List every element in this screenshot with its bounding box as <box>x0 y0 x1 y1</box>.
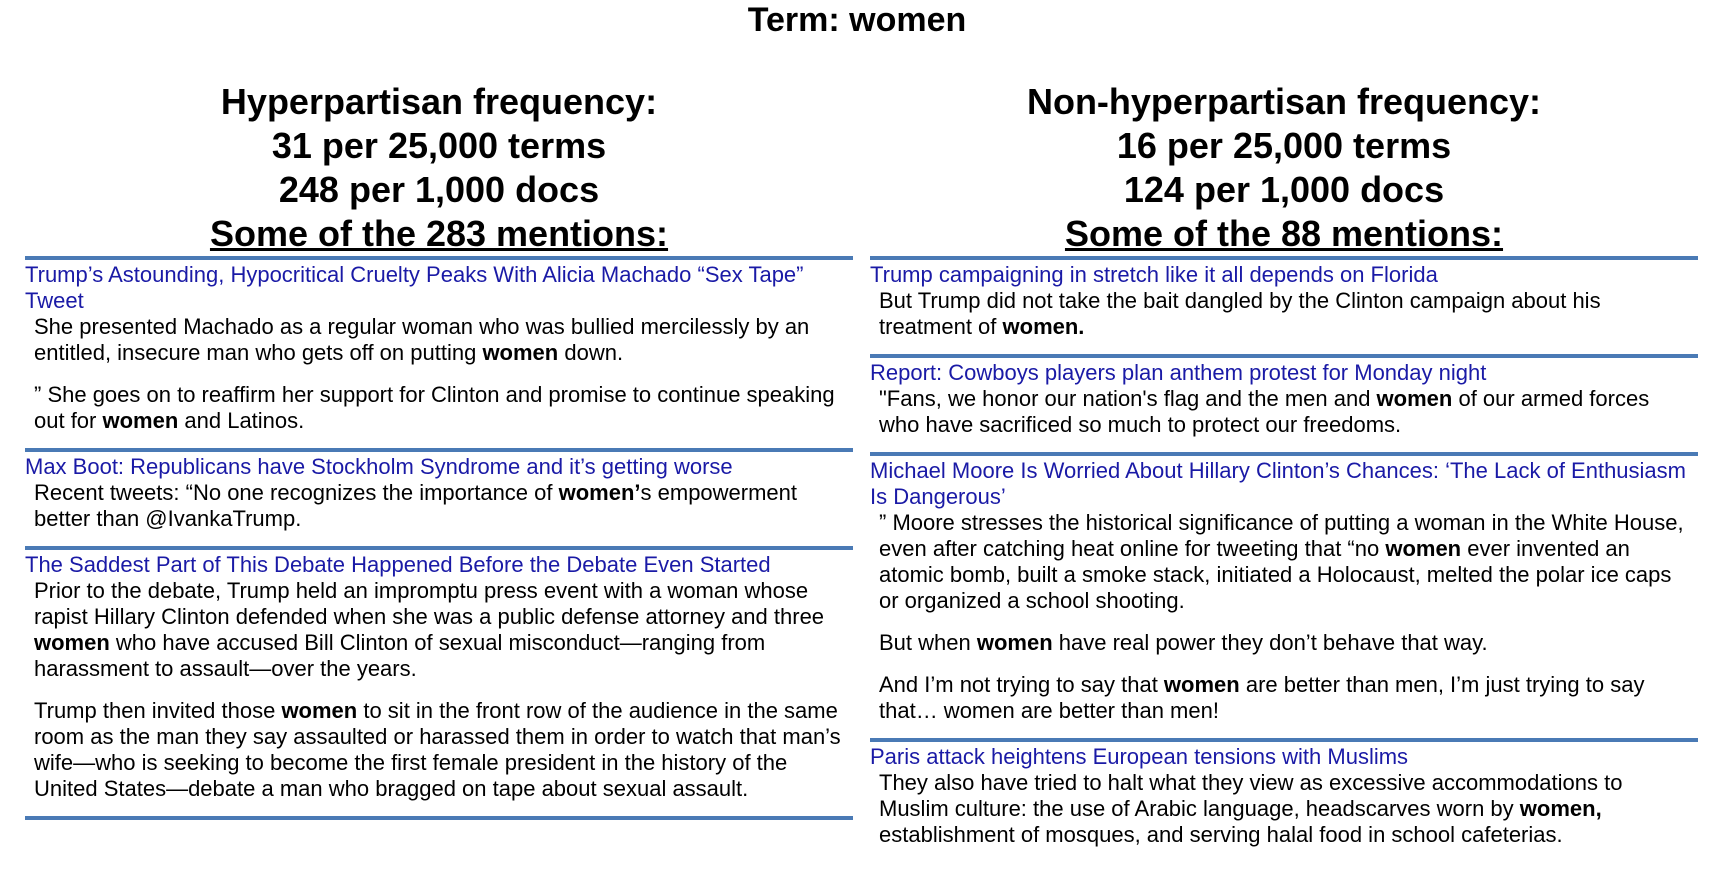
article-item: Paris attack heightens European tensions… <box>870 738 1698 848</box>
hyperpartisan-heading: Hyperpartisan frequency: <box>220 81 658 122</box>
snippet-text: She presented Machado as a regular woman… <box>34 314 810 365</box>
article-snippet: Prior to the debate, Trump held an impro… <box>25 578 853 682</box>
article-title-link[interactable]: Paris attack heightens European tensions… <box>870 744 1409 769</box>
article-snippet: She presented Machado as a regular woman… <box>25 314 853 366</box>
hyperpartisan-per-docs: 248 per 1,000 docs <box>278 169 600 210</box>
article-title-link[interactable]: The Saddest Part of This Debate Happened… <box>25 552 771 577</box>
article-title-link[interactable]: Michael Moore Is Worried About Hillary C… <box>870 458 1686 509</box>
snippet-text: And I’m not trying to say that <box>879 672 1164 697</box>
non-hyperpartisan-heading: Non-hyperpartisan frequency: <box>1026 81 1542 122</box>
snippet-term-highlight: women’ <box>558 480 641 505</box>
article-snippet: ” Moore stresses the historical signific… <box>870 510 1698 614</box>
article-item: Trump campaigning in stretch like it all… <box>870 256 1698 340</box>
snippet-text: But when <box>879 630 977 655</box>
snippet-text: Prior to the debate, Trump held an impro… <box>34 578 825 629</box>
article-divider <box>25 256 853 260</box>
non-hyperpartisan-per-docs: 124 per 1,000 docs <box>1123 169 1445 210</box>
article-divider <box>870 738 1698 742</box>
snippet-term-highlight: women <box>34 630 110 655</box>
snippet-text: ever invented an atomic bomb, built a sm… <box>879 536 1672 613</box>
snippet-text: are better than men, I’m just trying to … <box>879 672 1645 723</box>
article-snippet: Recent tweets: “No one recognizes the im… <box>25 480 853 532</box>
snippet-term-highlight: women <box>1385 536 1462 561</box>
snippet-text: establishment of mosques, and serving ha… <box>879 822 1563 847</box>
article-snippet: ” She goes on to reaffirm her support fo… <box>25 382 853 434</box>
snippet-term-highlight: women <box>482 340 559 365</box>
hyperpartisan-per-terms: 31 per 25,000 terms <box>271 125 607 166</box>
article-snippet: They also have tried to halt what they v… <box>870 770 1698 848</box>
snippet-text: But Trump did not take the bait dangled … <box>879 288 1601 339</box>
article-snippet: And I’m not trying to say that women are… <box>870 672 1698 724</box>
snippet-term-highlight: women <box>1376 386 1453 411</box>
article-divider <box>25 816 853 820</box>
hyperpartisan-mentions: Some of the 283 mentions: <box>209 213 669 254</box>
article-title-link[interactable]: Trump’s Astounding, Hypocritical Cruelty… <box>25 262 804 313</box>
article-item: Michael Moore Is Worried About Hillary C… <box>870 452 1698 724</box>
snippet-text: of our armed forces who have sacrificed … <box>879 386 1650 437</box>
snippet-text: Recent tweets: “No one recognizes the im… <box>34 480 559 505</box>
snippet-text: "Fans, we honor our nation's flag and th… <box>879 386 1377 411</box>
snippet-text: ” Moore stresses the historical signific… <box>879 510 1684 561</box>
snippet-text: who have accused Bill Clinton of sexual … <box>34 630 766 681</box>
non-hyperpartisan-column: Non-hyperpartisan frequency: 16 per 25,0… <box>870 80 1698 862</box>
article-item: Report: Cowboys players plan anthem prot… <box>870 354 1698 438</box>
snippet-term-highlight: women <box>1163 672 1240 697</box>
snippet-term-highlight: women <box>976 630 1053 655</box>
article-title-link[interactable]: Max Boot: Republicans have Stockholm Syn… <box>25 454 733 479</box>
article-title-link[interactable]: Trump campaigning in stretch like it all… <box>870 262 1438 287</box>
article-snippet: Trump then invited those women to sit in… <box>25 698 853 802</box>
article-divider <box>870 354 1698 358</box>
non-hyperpartisan-mentions: Some of the 88 mentions: <box>1064 213 1504 254</box>
snippet-term-highlight: women, <box>1519 796 1602 821</box>
article-item: Max Boot: Republicans have Stockholm Syn… <box>25 448 853 532</box>
article-item: The Saddest Part of This Debate Happened… <box>25 546 853 802</box>
snippet-text: and Latinos. <box>178 408 305 433</box>
hyperpartisan-column: Hyperpartisan frequency: 31 per 25,000 t… <box>25 80 853 820</box>
snippet-term-highlight: women. <box>1002 314 1085 339</box>
non-hyperpartisan-stats: Non-hyperpartisan frequency: 16 per 25,0… <box>870 80 1698 256</box>
term-title: Term: women <box>747 1 967 39</box>
snippet-text: They also have tried to halt what they v… <box>879 770 1623 821</box>
article-divider <box>25 448 853 452</box>
article-snippet: But when women have real power they don’… <box>870 630 1698 656</box>
hyperpartisan-stats: Hyperpartisan frequency: 31 per 25,000 t… <box>25 80 853 256</box>
article-snippet: But Trump did not take the bait dangled … <box>870 288 1698 340</box>
snippet-text: have real power they don’t behave that w… <box>1052 630 1488 655</box>
non-hyperpartisan-articles: Trump campaigning in stretch like it all… <box>870 256 1698 848</box>
article-snippet: "Fans, we honor our nation's flag and th… <box>870 386 1698 438</box>
article-title-link[interactable]: Report: Cowboys players plan anthem prot… <box>870 360 1487 385</box>
snippet-term-highlight: women <box>102 408 179 433</box>
snippet-text: to sit in the front row of the audience … <box>34 698 841 801</box>
article-item: Trump’s Astounding, Hypocritical Cruelty… <box>25 256 853 434</box>
snippet-text: ” She goes on to reaffirm her support fo… <box>34 382 835 433</box>
article-divider <box>870 256 1698 260</box>
snippet-term-highlight: women <box>281 698 358 723</box>
article-divider <box>870 452 1698 456</box>
non-hyperpartisan-per-terms: 16 per 25,000 terms <box>1116 125 1452 166</box>
snippet-text: s empowerment better than @IvankaTrump. <box>34 480 798 531</box>
snippet-text: down. <box>558 340 624 365</box>
snippet-text: Trump then invited those <box>34 698 282 723</box>
hyperpartisan-articles: Trump’s Astounding, Hypocritical Cruelty… <box>25 256 853 820</box>
article-divider <box>25 546 853 550</box>
